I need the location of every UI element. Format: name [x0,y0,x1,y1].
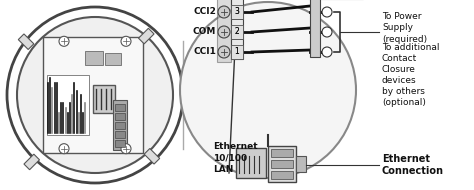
Text: 1: 1 [235,48,239,56]
Circle shape [218,26,230,38]
Bar [231,0,243,59]
Bar [236,148,266,178]
Circle shape [59,36,69,46]
Bar [115,122,125,129]
Text: Ethernet
10/100
LAN: Ethernet 10/100 LAN [213,142,258,174]
Bar [268,146,296,182]
Bar [105,53,121,65]
Circle shape [121,144,131,154]
Text: 1: 1 [235,48,239,56]
Bar [231,25,243,39]
Bar [217,0,231,62]
Bar [24,154,39,170]
Text: To Power
Supply
(required): To Power Supply (required) [382,12,427,44]
Text: 3: 3 [235,7,239,17]
Bar [138,28,154,44]
Text: CCI1: CCI1 [193,48,216,56]
Circle shape [180,2,356,178]
Bar [47,75,89,135]
Circle shape [17,17,173,173]
Bar [271,160,293,168]
Text: 2: 2 [235,28,239,36]
Bar [115,140,125,147]
Bar [93,85,115,113]
Text: 3: 3 [235,7,239,17]
Bar [271,149,293,157]
Circle shape [218,46,230,58]
Circle shape [322,27,332,37]
Bar [115,131,125,138]
Circle shape [218,6,230,18]
Circle shape [59,144,69,154]
Bar [115,113,125,120]
Bar [271,171,293,179]
Bar [144,149,160,164]
Bar [113,100,127,150]
Circle shape [322,47,332,57]
Circle shape [7,7,183,183]
Bar [85,51,103,65]
Text: Ethernet
Connection: Ethernet Connection [382,154,444,176]
Circle shape [322,7,332,17]
Text: COM: COM [192,28,216,36]
Text: To additional
Contact
Closure
devices
by others
(optional): To additional Contact Closure devices by… [382,43,439,107]
Bar [231,45,243,59]
Text: CCI2: CCI2 [193,7,216,17]
Bar [231,5,243,19]
Text: 2: 2 [235,28,239,36]
Bar [296,156,306,172]
Bar [43,37,143,153]
Bar [310,0,320,57]
Circle shape [121,36,131,46]
Bar [115,104,125,111]
Bar [18,34,34,50]
